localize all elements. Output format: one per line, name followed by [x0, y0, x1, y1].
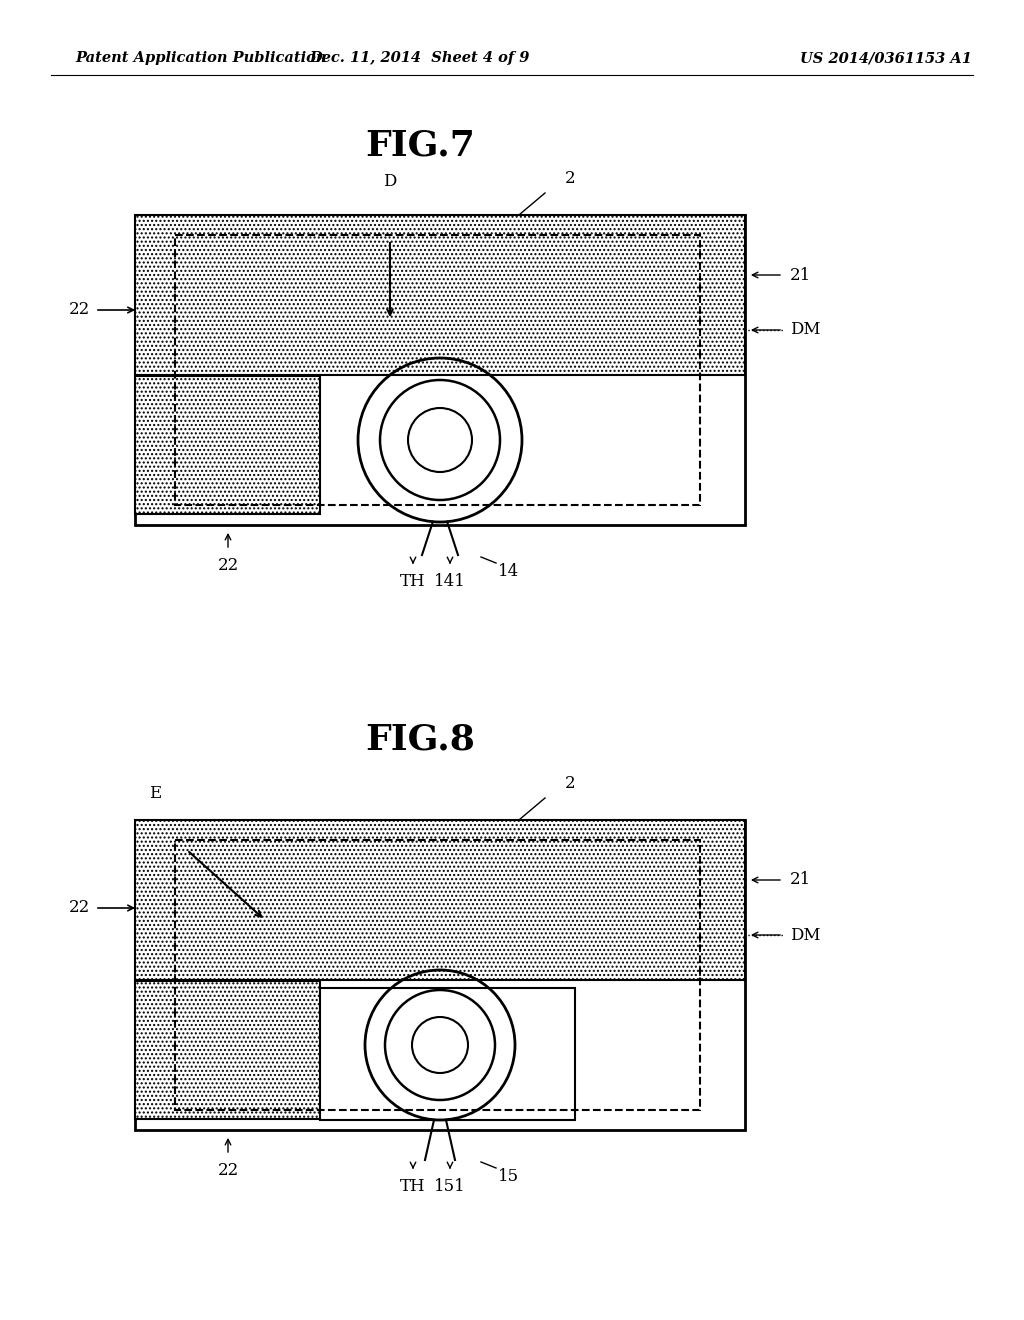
Text: DM: DM	[790, 322, 820, 338]
Text: D: D	[383, 173, 396, 190]
Text: 2: 2	[565, 775, 575, 792]
Text: Dec. 11, 2014  Sheet 4 of 9: Dec. 11, 2014 Sheet 4 of 9	[310, 51, 530, 65]
Text: 14: 14	[498, 564, 519, 579]
Bar	[135, 820, 745, 979]
Text: US 2014/0361153 A1: US 2014/0361153 A1	[800, 51, 972, 65]
Text: 21: 21	[790, 267, 811, 284]
Text: 22: 22	[217, 1162, 239, 1179]
Bar	[135, 981, 319, 1119]
Text: FIG.7: FIG.7	[366, 128, 475, 162]
Text: 22: 22	[217, 557, 239, 574]
Text: FIG.8: FIG.8	[366, 723, 475, 756]
Text: 151: 151	[434, 1177, 466, 1195]
Text: Patent Application Publication: Patent Application Publication	[75, 51, 327, 65]
Bar	[319, 987, 575, 1119]
Bar	[135, 215, 745, 525]
Text: TH: TH	[400, 1177, 426, 1195]
Bar	[135, 820, 745, 1130]
Text: 15: 15	[498, 1168, 519, 1185]
Bar	[175, 235, 700, 506]
Text: TH: TH	[400, 573, 426, 590]
Text: 22: 22	[69, 899, 90, 916]
Bar	[135, 215, 745, 375]
Text: 141: 141	[434, 573, 466, 590]
Text: 21: 21	[790, 871, 811, 888]
Text: 22: 22	[69, 301, 90, 318]
Text: DM: DM	[790, 927, 820, 944]
Bar	[135, 376, 319, 513]
Text: E: E	[148, 785, 161, 803]
Bar	[175, 840, 700, 1110]
Text: 2: 2	[565, 170, 575, 187]
